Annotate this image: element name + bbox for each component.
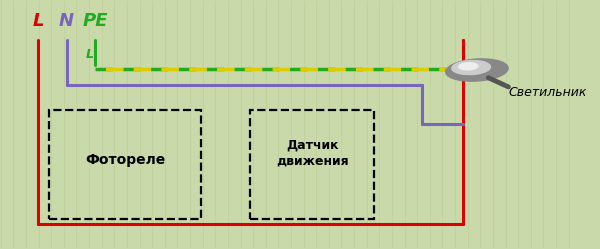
Ellipse shape xyxy=(446,59,508,81)
Text: L: L xyxy=(32,12,44,30)
Ellipse shape xyxy=(452,61,490,74)
Text: Светильник: Светильник xyxy=(508,86,587,99)
Text: Фотореле: Фотореле xyxy=(86,153,166,167)
Bar xyxy=(49,110,202,219)
Text: Датчик
движения: Датчик движения xyxy=(276,138,349,168)
Text: PE: PE xyxy=(83,12,108,30)
Ellipse shape xyxy=(458,63,478,70)
Bar xyxy=(250,110,374,219)
Text: N: N xyxy=(59,12,74,30)
Text: L: L xyxy=(86,48,94,61)
